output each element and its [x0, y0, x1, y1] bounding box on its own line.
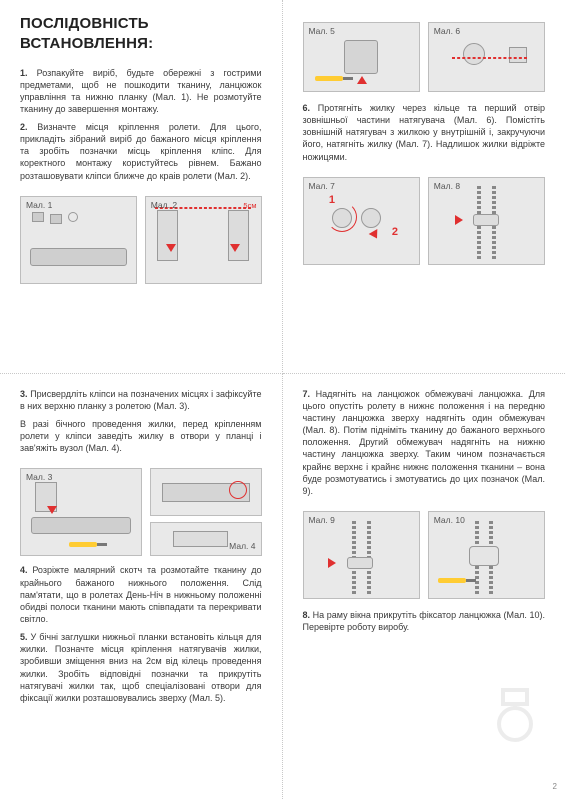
figure-4-top — [150, 468, 262, 516]
figure-1: Мал. 1 — [20, 196, 137, 284]
step-7: 7. Надягніть на ланцюжок обмежувачі ланц… — [303, 388, 546, 497]
step-1-text: Розпакуйте виріб, будьте обережні з гост… — [20, 68, 262, 114]
step-8: 8. На раму вікна прикрутіть фіксатор лан… — [303, 609, 546, 633]
figure-1-caption: Мал. 1 — [26, 200, 52, 211]
step-3a-text: Присвердліть кліпси на позначених місцях… — [20, 389, 262, 411]
step-2-text: Визначте місця кріплення ролети. Для цьо… — [20, 122, 262, 181]
step-4: 4. Розріжте малярний скотч та розмотайте… — [20, 564, 262, 625]
page-number: 2 — [553, 782, 557, 793]
step-5-text: У бічні заглушки нижньої планки встанові… — [20, 632, 262, 703]
figure-3-caption: Мал. 3 — [26, 472, 52, 483]
step-2: 2. Визначте місця кріплення ролети. Для … — [20, 121, 262, 182]
figure-5: Мал. 5 — [303, 22, 420, 92]
figure-4-caption: Мал. 4 — [229, 541, 255, 552]
figure-3: Мал. 3 — [20, 468, 142, 556]
figure-9: Мал. 9 — [303, 511, 420, 599]
figure-7-num2: 2 — [392, 225, 398, 240]
figure-7-caption: Мал. 7 — [309, 181, 335, 192]
fig-row-3-4: Мал. 3 Мал. 4 — [20, 468, 262, 556]
figure-7: Мал. 7 1 2 — [303, 177, 420, 265]
figure-2: Мал. 2 5см — [145, 196, 262, 284]
figure-10-caption: Мал. 10 — [434, 515, 465, 526]
step-1: 1. Розпакуйте виріб, будьте обережні з г… — [20, 67, 262, 116]
fig-row-7-8: Мал. 7 1 2 Мал. 8 — [303, 177, 546, 265]
step-4-text: Розріжте малярний скотч та розмотайте тк… — [20, 565, 262, 624]
figure-5-caption: Мал. 5 — [309, 26, 335, 37]
fig-row-9-10: Мал. 9 Мал. 10 — [303, 511, 546, 599]
step-6-text: Протягніть жилку через кільце та перший … — [303, 103, 546, 162]
figure-2-caption: Мал. 2 — [151, 200, 177, 211]
quadrant-2: Мал. 5 Мал. 6 6. Протягніть жилку через … — [283, 0, 565, 374]
fig-row-1-2: Мал. 1 Мал. 2 5см — [20, 196, 262, 284]
page-title: ПОСЛІДОВНІСТЬ ВСТАНОВЛЕННЯ: — [20, 14, 262, 55]
step-5: 5. У бічні заглушки нижньої планки встан… — [20, 631, 262, 704]
figure-9-caption: Мал. 9 — [309, 515, 335, 526]
figure-8: Мал. 8 — [428, 177, 545, 265]
page-grid: ПОСЛІДОВНІСТЬ ВСТАНОВЛЕННЯ: 1. Розпакуйт… — [0, 0, 565, 799]
step-3b: В разі бічного проведення жилки, перед к… — [20, 418, 262, 454]
quadrant-3: 3. Присвердліть кліпси на позначених міс… — [0, 374, 283, 799]
fig-row-5-6: Мал. 5 Мал. 6 — [303, 22, 546, 92]
quadrant-4: 7. Надягніть на ланцюжок обмежувачі ланц… — [283, 374, 565, 799]
figure-7-num1: 1 — [329, 193, 335, 208]
step-7-text: Надягніть на ланцюжок обмежувачі ланцюжк… — [303, 389, 546, 496]
step-6: 6. Протягніть жилку через кільце та перш… — [303, 102, 546, 163]
figure-10: Мал. 10 — [428, 511, 545, 599]
quadrant-1: ПОСЛІДОВНІСТЬ ВСТАНОВЛЕННЯ: 1. Розпакуйт… — [0, 0, 283, 374]
figure-8-caption: Мал. 8 — [434, 181, 460, 192]
step-3b-text: В разі бічного проведення жилки, перед к… — [20, 419, 262, 453]
step-3a: 3. Присвердліть кліпси на позначених міс… — [20, 388, 262, 412]
figure-6: Мал. 6 — [428, 22, 545, 92]
watermark-icon — [485, 686, 545, 749]
figure-4-stack: Мал. 4 — [150, 468, 262, 556]
figure-6-caption: Мал. 6 — [434, 26, 460, 37]
figure-4-bottom: Мал. 4 — [150, 522, 262, 556]
step-8-text: На раму вікна прикрутіть фіксатор ланцюж… — [303, 610, 545, 632]
